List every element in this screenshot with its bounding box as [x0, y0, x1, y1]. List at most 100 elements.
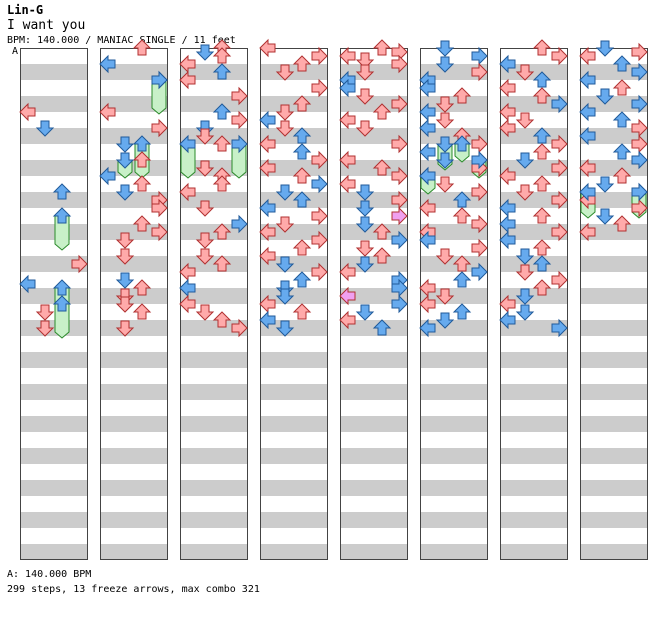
beat-band: [420, 448, 488, 464]
arrow-right-icon: [631, 62, 648, 82]
arrow-down-icon: [35, 304, 55, 321]
arrow-up-icon: [292, 191, 312, 208]
arrow-down-icon: [115, 320, 135, 337]
beat-band: [100, 256, 168, 272]
arrow-down-icon: [275, 184, 295, 201]
arrow-up-icon: [292, 55, 312, 72]
freeze-head-arrow-down-icon: [435, 136, 455, 153]
beat-band: [580, 416, 648, 432]
beat-band: [340, 384, 408, 400]
arrow-right-icon: [631, 42, 648, 62]
artist-name: Lin-G: [7, 3, 44, 17]
arrow-up-icon: [612, 79, 632, 96]
arrow-right-icon: [311, 78, 328, 98]
beat-band: [20, 64, 88, 80]
beat-band: [20, 544, 88, 560]
freeze-head-arrow-left-icon: [419, 166, 436, 186]
beat-band: [340, 448, 408, 464]
arrow-up-icon: [292, 127, 312, 144]
chart-stats: 299 steps, 13 freeze arrows, max combo 3…: [7, 584, 260, 595]
arrow-down-icon: [115, 136, 135, 153]
beat-band: [100, 64, 168, 80]
arrow-down-icon: [35, 120, 55, 137]
arrow-right-icon: [391, 54, 408, 74]
beat-band: [500, 64, 568, 80]
chart-column-border: [20, 48, 88, 560]
beat-band: [580, 256, 648, 272]
beat-band: [180, 320, 248, 336]
arrow-down-icon: [435, 312, 455, 329]
beat-band: [260, 64, 328, 80]
arrow-down-icon: [195, 304, 215, 321]
beat-band: [420, 416, 488, 432]
arrow-up-icon: [212, 311, 232, 328]
arrow-left-icon: [499, 230, 516, 250]
arrow-right-icon: [391, 166, 408, 186]
beat-band: [260, 544, 328, 560]
beat-band: [500, 320, 568, 336]
beat-band: [260, 384, 328, 400]
beat-band: [340, 256, 408, 272]
arrow-down-icon: [195, 232, 215, 249]
arrow-right-icon: [551, 270, 568, 290]
arrow-right-icon: [231, 110, 248, 130]
arrow-up-icon: [52, 295, 72, 312]
beat-band: [180, 160, 248, 176]
arrow-down-icon: [515, 184, 535, 201]
arrow-left-icon: [419, 294, 436, 314]
beat-band: [20, 416, 88, 432]
arrow-up-icon: [532, 255, 552, 272]
arrow-down-icon: [435, 248, 455, 265]
freeze-head-arrow-left-icon: [179, 134, 196, 154]
arrow-left-icon: [259, 110, 276, 130]
arrow-up-icon: [612, 167, 632, 184]
arrow-left-icon: [339, 310, 356, 330]
arrow-down-icon: [275, 320, 295, 337]
arrow-up-icon: [292, 143, 312, 160]
beat-band: [20, 384, 88, 400]
arrow-left-icon: [99, 54, 116, 74]
beat-band: [340, 192, 408, 208]
arrow-down-icon: [515, 264, 535, 281]
arrow-left-icon: [339, 78, 356, 98]
beat-band: [580, 224, 648, 240]
arrow-right-icon: [551, 46, 568, 66]
freeze-head-arrow-right-icon: [231, 134, 248, 154]
arrow-down-icon: [355, 184, 375, 201]
beat-band: [340, 288, 408, 304]
arrow-up-icon: [532, 71, 552, 88]
beat-band: [580, 352, 648, 368]
arrow-left-icon: [339, 286, 356, 306]
freeze-head-arrow-right-icon: [471, 150, 488, 170]
arrow-right-icon: [391, 134, 408, 154]
arrow-down-icon: [435, 56, 455, 73]
beat-band: [180, 512, 248, 528]
arrow-down-icon: [195, 160, 215, 177]
beat-band: [100, 384, 168, 400]
beat-band: [420, 224, 488, 240]
arrow-down-icon: [515, 152, 535, 169]
arrow-right-icon: [471, 262, 488, 282]
arrow-left-icon: [419, 142, 436, 162]
arrow-up-icon: [532, 39, 552, 56]
beat-band: [580, 192, 648, 208]
arrow-down-icon: [275, 256, 295, 273]
arrow-right-icon: [231, 214, 248, 234]
beat-band: [500, 288, 568, 304]
beat-band: [420, 64, 488, 80]
beat-band: [180, 384, 248, 400]
beat-band: [260, 320, 328, 336]
arrow-left-icon: [419, 230, 436, 250]
arrow-right-icon: [311, 174, 328, 194]
arrow-up-icon: [132, 215, 152, 232]
arrow-down-icon: [275, 120, 295, 137]
arrow-down-icon: [355, 216, 375, 233]
arrow-down-icon: [435, 176, 455, 193]
song-title: I want you: [7, 18, 86, 33]
arrow-up-icon: [612, 143, 632, 160]
chart-info: BPM: 140.000 / MANIAC SINGLE / 11 feet: [7, 35, 236, 46]
beat-band: [580, 64, 648, 80]
arrow-up-icon: [292, 239, 312, 256]
arrow-right-icon: [391, 294, 408, 314]
